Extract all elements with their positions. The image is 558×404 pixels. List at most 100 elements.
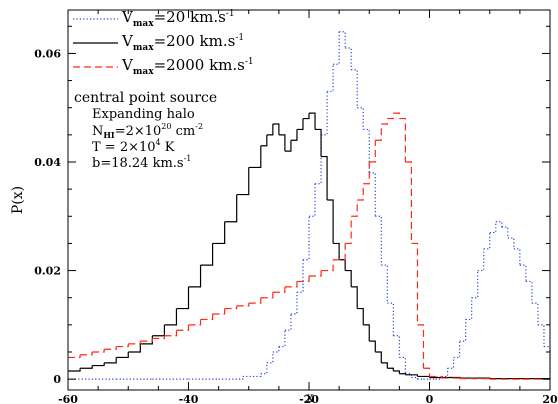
series-0-step-11 [290,292,298,315]
y-tick-label-1: 0.02 [34,265,61,278]
series-0-step-31 [411,376,419,380]
legend-sup-2: -1 [245,57,254,67]
annotation-2-prefix: N [92,124,103,139]
x-tick-label-2: -20 [299,393,319,404]
series-2-step-4 [116,343,129,348]
series-1-step-3 [104,357,117,364]
series-1-step-1 [80,365,93,369]
series-1-step-35 [375,351,382,363]
series-2-step-25 [357,183,364,201]
series-2-step-1 [80,352,93,356]
series-0-step-8 [272,346,280,353]
annotation-4-text: b=18.24 km.s [92,156,184,171]
series-0-step-15 [315,134,322,185]
ticks-layer [67,10,551,390]
series-2-step-33 [405,161,413,244]
legend-label-2: Vmax=2000 km.s-1 [121,56,254,77]
series-0-step-13 [302,216,310,261]
y-axis-label: P(x) [10,186,26,214]
series-2-step-30 [387,113,394,120]
series-0-step-37 [447,357,455,369]
legend-sub-1: max [133,43,154,53]
annotation-3-sup: 4 [156,138,161,147]
series-0-step-41 [471,270,479,299]
series-1-step-0 [68,368,81,372]
annotation-2-suffix: cm [171,124,195,139]
y-tick-label-3: 0.06 [34,47,61,60]
series-2-step-18 [284,281,298,288]
series-2-step-10 [188,319,202,326]
series-2-step-22 [333,243,346,261]
series-0-step-47 [507,237,515,249]
series-0-step-29 [399,356,406,374]
series-0-step-44 [489,221,497,234]
annotation-block: central point source Expanding halo NHI=… [74,90,217,171]
series-1-step-23 [302,113,310,120]
series-0-step-50 [525,280,533,304]
series-1-step-17 [266,124,274,136]
series-1-step-31 [351,286,358,309]
series-0-step-12 [296,259,304,293]
series-2-step-32 [399,117,406,162]
series-0-step-5 [242,373,262,378]
annotation-line-4: b=18.24 km.s-1 [92,154,191,171]
series-0-step-40 [465,297,473,321]
legend-mid-2: =2000 km.s [154,56,245,74]
series-2-step-36 [423,367,431,377]
series-2-step-17 [272,286,286,293]
series-2 [68,112,550,380]
legend: Vmax=20 km.s-1 Vmax=200 km.s-1 Vmax=2000… [73,8,254,77]
series-1-step-25 [315,128,322,157]
series-1-step-24 [309,112,316,130]
series-2-step-7 [152,335,165,340]
series-1-step-4 [116,352,129,359]
series-2-step-3 [104,346,117,350]
series-0-step-23 [363,128,370,173]
series-1-step-32 [357,307,364,325]
series-1-step-29 [339,259,346,271]
series-1-step-5 [128,343,141,353]
series-2-step-39 [459,378,491,380]
series-2-step-12 [212,308,226,315]
series-0-step-45 [495,221,503,228]
series-layer [68,31,551,380]
legend-sup-0: -1 [226,9,235,19]
series-0-step-18 [333,31,340,65]
series-0-step-10 [284,314,292,331]
series-2-step-29 [381,118,388,125]
series-0-step-9 [278,330,286,348]
series-2-step-11 [200,314,214,321]
annotation-line-2: NHI=2×1020 cm-2 [92,122,203,140]
tick-labels-layer: -60 -40 -20 0 20 0 0.02 0.04 0.06 [34,47,558,404]
series-0-step-42 [477,248,485,272]
legend-sup-1: -1 [235,33,244,43]
legend-item-0: Vmax=20 km.s-1 [73,8,235,29]
series-1-step-36 [381,362,388,369]
series-1-step-15 [248,145,262,169]
series-2-step-5 [128,341,141,345]
series-2-step-14 [236,303,250,307]
series-0-step-43 [483,232,491,250]
series-2-step-2 [92,349,105,353]
y-tick-label-2: 0.04 [34,156,61,169]
series-1-step-11 [200,243,214,266]
series-0-step-25 [375,215,382,266]
legend-prefix-2: V [121,56,134,74]
annotation-2-mid: =2×10 [115,124,162,139]
series-0-step-6 [260,362,268,375]
series-0-step-38 [453,341,461,359]
legend-sub-2: max [133,67,154,77]
series-2-step-15 [248,297,262,304]
series-1-step-2 [92,362,105,367]
series-2-step-38 [441,377,461,379]
annotation-2-sub: HI [103,130,115,140]
series-2-step-13 [224,305,238,310]
series-1-step-33 [363,324,370,342]
series-1-step-6 [140,335,153,345]
series-1-step-28 [333,242,340,260]
x-tick-label-3: 0 [426,393,434,404]
series-1-step-16 [260,134,268,147]
legend-item-1: Vmax=200 km.s-1 [73,32,244,53]
series-0-step-21 [351,69,358,108]
